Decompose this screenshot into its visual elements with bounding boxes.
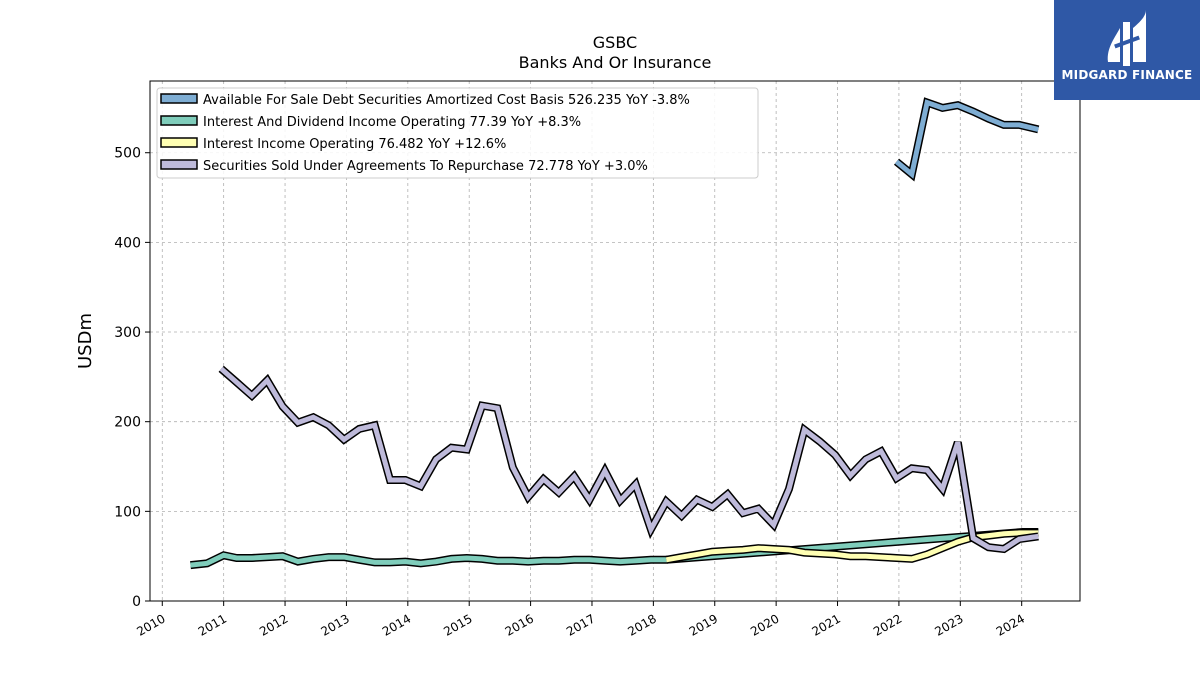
- series-0: [893, 97, 1040, 182]
- legend-swatch: [160, 115, 198, 126]
- chart-title: GSBC: [593, 33, 637, 52]
- series-line: [190, 529, 1039, 568]
- series-1: [190, 528, 1039, 570]
- chart-subtitle: Banks And Or Insurance: [519, 53, 712, 72]
- logo-text: MIDGARD FINANCE: [1061, 68, 1193, 82]
- series-3: [218, 365, 1039, 554]
- x-tick-label: 2011: [196, 611, 229, 638]
- series-line: [219, 366, 1039, 552]
- x-tick-label: 2017: [564, 611, 597, 638]
- legend-label: Interest And Dividend Income Operating 7…: [203, 115, 581, 130]
- legend-swatch: [160, 137, 198, 148]
- x-tick-label: 2012: [257, 611, 290, 638]
- y-axis-label: USDm: [75, 313, 96, 369]
- y-tick-label: 100: [114, 504, 141, 520]
- y-tick-label: 500: [114, 146, 141, 162]
- legend-swatch: [160, 159, 198, 170]
- x-tick-label: 2021: [810, 611, 843, 638]
- legend-label: Available For Sale Debt Securities Amort…: [203, 93, 690, 108]
- x-tick-label: 2014: [380, 611, 413, 638]
- legend-label: Interest Income Operating 76.482 YoY +12…: [203, 137, 506, 152]
- legend-box: [156, 87, 759, 179]
- x-tick-label: 2010: [134, 611, 167, 638]
- y-tick-label: 0: [132, 594, 141, 610]
- y-tick-label: 200: [114, 415, 141, 431]
- x-tick-label: 2013: [318, 611, 351, 638]
- x-tick-label: 2019: [687, 611, 720, 638]
- x-tick-label: 2020: [748, 611, 781, 638]
- series-lines: [190, 97, 1040, 570]
- x-tick-label: 2018: [625, 611, 658, 638]
- x-tick-label: 2022: [871, 611, 904, 638]
- x-tick-label: 2015: [441, 611, 474, 638]
- y-tick-label: 300: [114, 325, 141, 341]
- series-line-outline: [218, 365, 1039, 554]
- legend-swatch: [160, 93, 198, 104]
- brand-logo: MIDGARD FINANCE: [1054, 0, 1200, 100]
- midgard-bars-icon: [1107, 10, 1146, 66]
- x-tick-label: 2024: [994, 611, 1027, 638]
- legend-label: Securities Sold Under Agreements To Repu…: [203, 159, 648, 174]
- plot-frame: [149, 80, 1081, 602]
- legend: Available For Sale Debt Securities Amort…: [156, 87, 759, 179]
- series-line: [894, 99, 1039, 179]
- x-tick-label: 2023: [932, 611, 965, 638]
- y-tick-label: 400: [114, 235, 141, 251]
- x-tick-label: 2016: [503, 611, 536, 638]
